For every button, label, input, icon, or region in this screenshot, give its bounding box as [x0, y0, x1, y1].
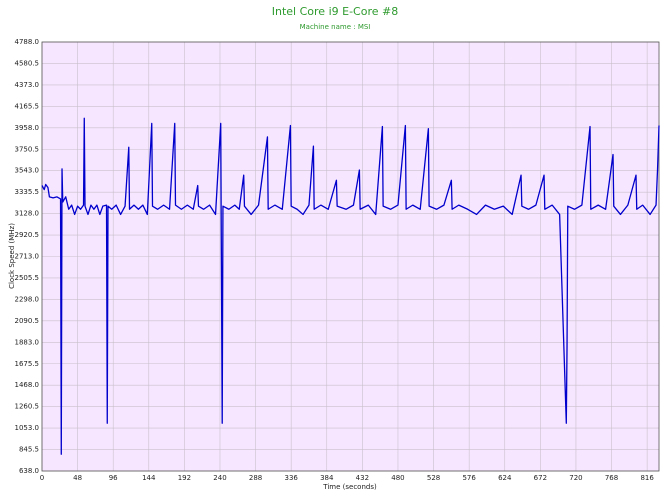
y-tick-label: 3543.0 [15, 167, 40, 175]
x-tick-label: 768 [605, 474, 618, 482]
y-tick-label: 4373.0 [15, 81, 40, 89]
x-tick-label: 288 [249, 474, 262, 482]
x-tick-label: 624 [498, 474, 512, 482]
y-tick-label: 2920.5 [15, 231, 40, 239]
x-tick-label: 816 [640, 474, 654, 482]
x-tick-label: 96 [109, 474, 118, 482]
y-tick-label: 1053.0 [15, 424, 40, 432]
y-tick-label: 2298.0 [15, 295, 40, 303]
x-tick-label: 672 [534, 474, 547, 482]
y-tick-label: 3958.0 [15, 124, 40, 132]
y-tick-label: 1260.5 [15, 403, 40, 411]
y-tick-label: 3335.5 [15, 188, 40, 196]
x-tick-label: 240 [213, 474, 226, 482]
y-tick-label: 1468.0 [15, 381, 40, 389]
x-tick-label: 144 [142, 474, 156, 482]
x-tick-label: 336 [284, 474, 298, 482]
chart-subtitle: Machine name : MSI [300, 23, 371, 31]
y-tick-label: 3750.5 [15, 145, 40, 153]
x-tick-label: 480 [391, 474, 404, 482]
x-tick-label: 384 [320, 474, 334, 482]
data-line [41, 117, 660, 455]
y-tick-label: 4165.5 [15, 102, 40, 110]
chart-title: Intel Core i9 E-Core #8 [272, 5, 398, 18]
y-axis-label: Clock Speed (MHz) [8, 223, 16, 289]
y-tick-label: 2505.5 [15, 274, 40, 282]
y-tick-label: 2713.0 [15, 253, 40, 261]
x-tick-label: 528 [427, 474, 440, 482]
y-tick-label: 1675.5 [15, 360, 40, 368]
x-tick-label: 0 [40, 474, 44, 482]
y-tick-label: 1883.0 [15, 338, 40, 346]
y-tick-label: 845.5 [19, 446, 39, 454]
x-axis-label: Time (seconds) [322, 483, 377, 491]
x-tick-label: 192 [178, 474, 191, 482]
x-tick-label: 720 [569, 474, 582, 482]
x-tick-label: 48 [73, 474, 82, 482]
y-tick-label: 3128.0 [15, 210, 40, 218]
y-tick-label: 4580.5 [15, 59, 40, 67]
plot-border [41, 41, 660, 472]
x-tick-label: 432 [356, 474, 369, 482]
y-tick-label: 638.0 [19, 467, 39, 475]
y-tick-label: 4788.0 [15, 38, 40, 46]
x-tick-label: 576 [462, 474, 476, 482]
y-tick-label: 2090.5 [15, 317, 40, 325]
